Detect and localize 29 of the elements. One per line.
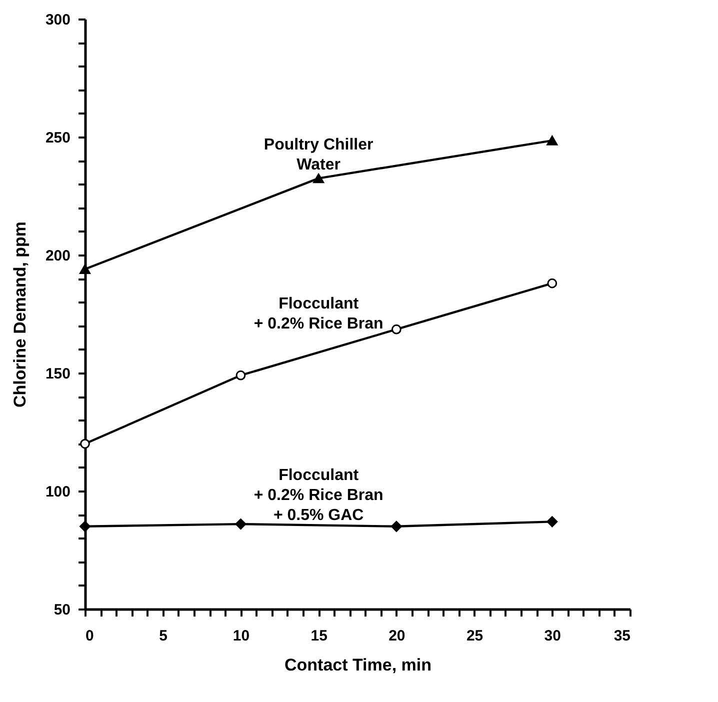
point bbox=[80, 520, 90, 532]
x-axis-title: Contact Time, min bbox=[284, 656, 432, 674]
point bbox=[546, 516, 558, 528]
x-tick-label: 15 bbox=[310, 628, 328, 644]
x-tick-label: 35 bbox=[614, 628, 630, 644]
point bbox=[235, 518, 246, 530]
point bbox=[547, 278, 558, 288]
series-label: Flocculant + 0.2% Rice Bran bbox=[254, 295, 384, 332]
x-tick-label: 0 bbox=[86, 628, 94, 644]
y-tick-label: 100 bbox=[45, 484, 70, 500]
y-tick-label: 150 bbox=[45, 366, 70, 382]
y-tick-label: 50 bbox=[54, 602, 70, 618]
y-axis-title: Chlorine Demand, ppm bbox=[10, 221, 30, 408]
x-tick-label: 30 bbox=[544, 628, 561, 644]
x-tick-label: 20 bbox=[388, 628, 406, 644]
point bbox=[546, 136, 558, 146]
series-label: Flocculant + 0.2% Rice Bran + 0.5% GAC bbox=[254, 467, 384, 524]
y-tick-label: 200 bbox=[45, 248, 70, 264]
series-label: Poultry Chiller Water bbox=[264, 136, 374, 174]
point bbox=[80, 264, 90, 274]
point bbox=[313, 173, 324, 184]
x-tick-label: 5 bbox=[159, 628, 168, 644]
x-tick-label: 25 bbox=[466, 628, 484, 644]
point bbox=[390, 520, 402, 532]
x-tick-label: 10 bbox=[232, 628, 250, 644]
y-tick-label: 250 bbox=[45, 130, 70, 146]
y-tick-label: 300 bbox=[45, 12, 70, 28]
point bbox=[236, 370, 246, 380]
point bbox=[391, 324, 402, 334]
